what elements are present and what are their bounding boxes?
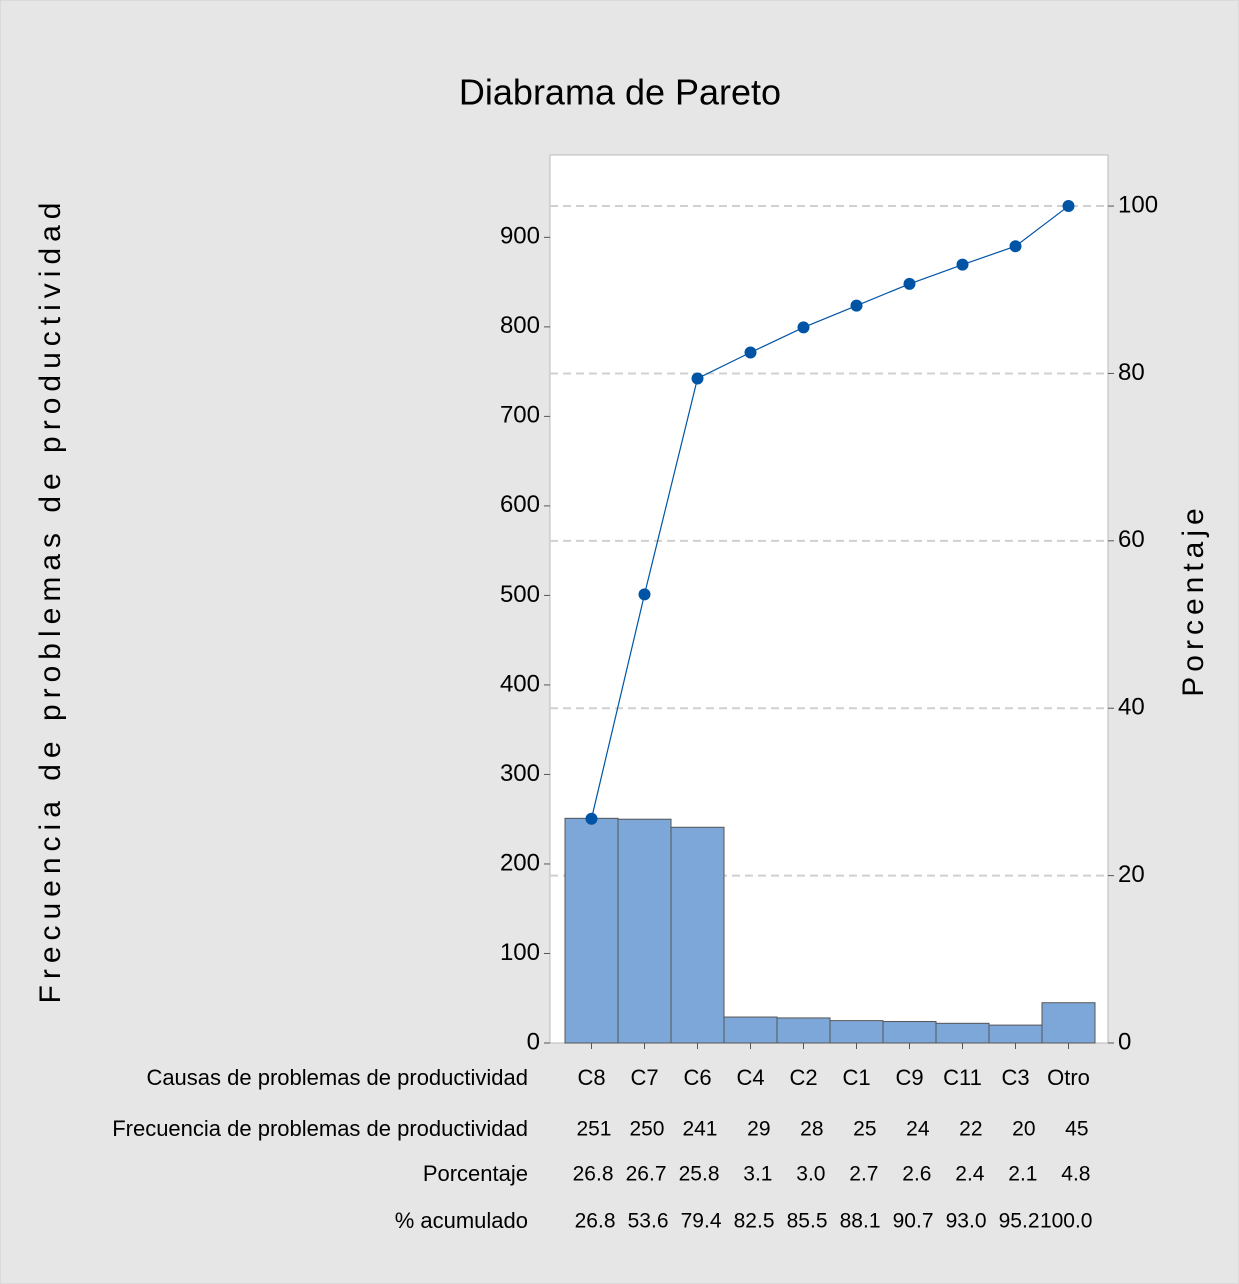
table-value: 241 [682,1118,717,1141]
bar [882,1021,937,1044]
y2-tick-label: 60 [1118,526,1145,553]
y-tick-label: 300 [500,760,540,787]
table-value: 251 [576,1118,611,1141]
table-value: 29 [747,1118,770,1141]
bar [564,817,619,1044]
table-value: 90.7 [893,1210,934,1233]
y2-tick-label: 80 [1118,359,1145,386]
table-value: 53.6 [628,1210,669,1233]
table-value: 79.4 [681,1210,722,1233]
x-tick-label: C7 [630,1065,658,1090]
table-value: 2.7 [849,1163,878,1186]
x-tick-label: C8 [577,1065,605,1090]
table-value: 2.6 [902,1163,931,1186]
cumulative-point [1062,200,1075,213]
cumulative-point [691,372,704,385]
table-value: 3.0 [796,1163,825,1186]
table-value: 45 [1065,1118,1088,1141]
y-tick-label: 0 [527,1028,540,1055]
table-value: 2.1 [1008,1163,1037,1186]
y-tick-label: 800 [500,312,540,339]
cumulative-line [590,205,1069,819]
table-value: 2.4 [955,1163,985,1186]
x-tick-label: C9 [895,1065,923,1090]
cumulative-point [638,588,651,601]
cumulative-point [903,277,916,290]
x-tick-label: C6 [683,1065,711,1090]
x-tick-label: C4 [736,1065,764,1090]
bar [1041,1002,1096,1044]
cumulative-point [1009,240,1022,253]
bar [723,1016,778,1044]
row-label: Frecuencia de problemas de productividad [112,1116,528,1141]
x-tick-label: Otro [1047,1065,1090,1090]
y-tick-label: 100 [500,939,540,966]
table-value: 26.8 [573,1163,614,1186]
y2-axis-label: Porcentaje [1177,503,1210,696]
table-value: 88.1 [840,1210,881,1233]
table-value: 22 [959,1118,982,1141]
row-label: % acumulado [395,1208,528,1233]
bar [776,1017,831,1044]
bar [829,1020,884,1044]
y-tick-label: 500 [500,581,540,608]
y-axis-label: Frecuencia de problemas de productividad [34,197,67,1004]
y-tick-label: 600 [500,491,540,518]
y-tick-label: 200 [500,849,540,876]
x-tick-label: C2 [789,1065,817,1090]
table-value: 250 [629,1118,664,1141]
y-tick-label: 400 [500,670,540,697]
cumulative-point [850,299,863,312]
row-label: Causas de problemas de productividad [146,1065,528,1090]
x-tick-label: C1 [842,1065,870,1090]
table-value: 93.0 [946,1210,987,1233]
table-value: 20 [1012,1118,1035,1141]
y2-tick-label: 20 [1118,861,1145,888]
y2-tick-label: 40 [1118,694,1145,721]
cumulative-point [744,346,757,359]
cumulative-point [797,321,810,334]
table-value: 3.1 [743,1163,772,1186]
table-value: 28 [800,1118,823,1141]
table-value: 26.7 [626,1163,667,1186]
table-value: 4.8 [1061,1163,1090,1186]
bar [617,818,672,1044]
cumulative-point [585,812,598,825]
cumulative-point [956,258,969,271]
bar [670,826,725,1044]
table-value: 85.5 [787,1210,828,1233]
x-tick-label: C3 [1001,1065,1029,1090]
y-tick-label: 900 [500,223,540,250]
table-value: 95.2 [999,1210,1040,1233]
table-value: 25.8 [679,1163,720,1186]
y2-tick-label: 100 [1118,191,1158,218]
x-tick-label: C11 [943,1065,982,1090]
y-tick-label: 700 [500,402,540,429]
bar [935,1022,990,1044]
table-value: 82.5 [734,1210,775,1233]
table-value: 100.0 [1040,1210,1093,1233]
row-label: Porcentaje [423,1161,528,1186]
table-value: 26.8 [575,1210,616,1233]
bar [988,1024,1043,1044]
chart-title: Diabrama de Pareto [459,72,781,113]
table-value: 25 [853,1118,876,1141]
y2-tick-label: 0 [1118,1028,1131,1055]
table-value: 24 [906,1118,930,1141]
